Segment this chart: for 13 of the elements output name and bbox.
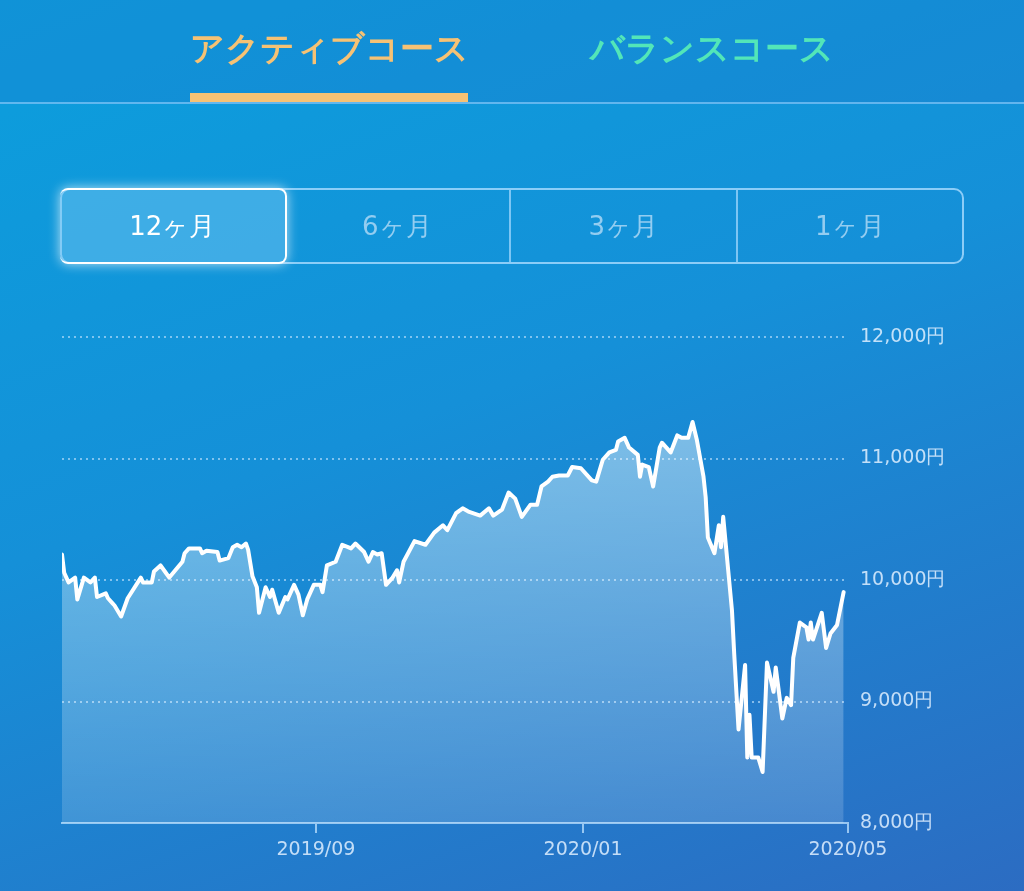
- text: 6ヶ月: [361, 209, 432, 243]
- text: 1ヶ月: [814, 209, 885, 243]
- text: バランスコース: [590, 28, 834, 68]
- x-tick-label: 2020/01: [543, 837, 623, 860]
- y-tick-label: 11,000円: [860, 445, 946, 468]
- text: 3ヶ月: [588, 209, 659, 243]
- y-tick-label: 10,000円: [860, 566, 946, 589]
- x-tick-label: 2020/05: [808, 837, 888, 860]
- y-tick-label: 9,000円: [860, 688, 934, 711]
- y-tick-label: 8,000円: [860, 809, 934, 832]
- text: アクティブコース: [190, 28, 469, 68]
- x-tick-label: 2019/09: [276, 837, 356, 860]
- y-tick-label: 12,000円: [860, 323, 946, 346]
